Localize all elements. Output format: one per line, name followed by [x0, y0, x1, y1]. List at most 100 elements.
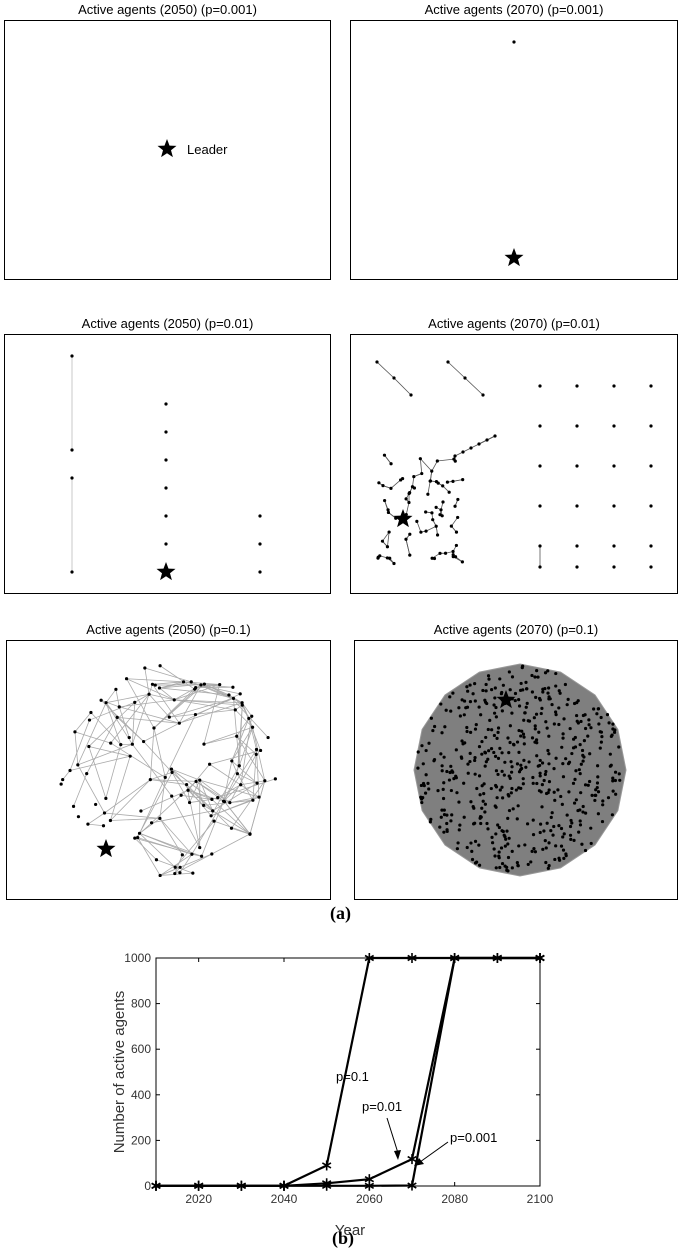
agent-point: [149, 821, 154, 825]
agent-point: [202, 803, 206, 807]
agent-point: [541, 847, 545, 851]
leader-star: [157, 139, 177, 158]
edge: [228, 694, 269, 738]
agent-point: [547, 864, 551, 868]
series-line: [156, 956, 540, 1187]
agent-point: [484, 682, 488, 687]
agent-point: [473, 756, 477, 760]
agent-point: [473, 839, 478, 843]
agent-point: [560, 802, 564, 806]
agent-point: [420, 471, 424, 476]
agent-point: [433, 724, 437, 729]
edge: [77, 764, 105, 814]
y-tick-label: 600: [131, 1042, 151, 1056]
agent-point: [582, 739, 586, 743]
agent-point: [453, 454, 457, 458]
agent-point: [521, 664, 525, 668]
agent-point: [575, 544, 579, 548]
agent-point: [515, 861, 519, 865]
agent-point: [240, 703, 244, 707]
agent-point: [202, 682, 206, 686]
agent-point: [210, 852, 214, 856]
agent-point: [163, 775, 167, 780]
agent-point: [101, 824, 106, 828]
edge: [110, 756, 131, 821]
agent-point: [469, 841, 473, 845]
agent-point: [482, 782, 486, 786]
agent-point: [540, 782, 544, 787]
edge: [195, 781, 225, 802]
agent-point: [199, 683, 203, 687]
agent-point: [442, 812, 447, 817]
agent-point: [434, 480, 439, 484]
annotation-arrowhead: [394, 1150, 401, 1160]
agent-point: [523, 711, 527, 715]
agent-point: [601, 803, 605, 807]
agent-point: [573, 745, 578, 749]
agent-point: [451, 555, 455, 559]
edge: [425, 525, 437, 532]
edge: [159, 687, 175, 701]
agent-point: [581, 713, 585, 718]
agent-point: [477, 863, 482, 867]
agent-point: [600, 819, 605, 824]
agent-point: [517, 770, 522, 774]
agent-point: [420, 744, 424, 748]
agent-point: [519, 734, 523, 738]
agent-point: [439, 508, 443, 512]
edge: [126, 678, 155, 729]
agent-point: [178, 871, 182, 875]
agent-point: [446, 360, 450, 364]
edge: [223, 773, 238, 802]
agent-point: [502, 773, 506, 777]
edge: [217, 784, 241, 798]
agent-point: [581, 810, 585, 814]
agent-point: [385, 545, 390, 549]
agent-point: [571, 781, 576, 785]
edge: [105, 693, 150, 704]
edge: [126, 678, 184, 683]
edge: [134, 822, 152, 839]
agent-point: [447, 778, 452, 782]
agent-point: [493, 686, 497, 690]
agent-point: [609, 734, 613, 739]
agent-point: [578, 771, 582, 776]
agent-point: [449, 788, 453, 793]
agent-point: [450, 813, 454, 817]
edge: [203, 684, 221, 745]
edge: [132, 743, 173, 797]
agent-point: [430, 556, 434, 560]
agent-point: [496, 772, 500, 777]
y-tick-label: 1000: [124, 951, 151, 965]
agent-point: [71, 804, 76, 808]
agent-point: [515, 817, 519, 821]
agent-point: [474, 722, 478, 727]
agent-point: [584, 811, 588, 815]
agent-point: [617, 772, 621, 776]
agent-point: [381, 484, 385, 488]
data-point: [151, 1180, 161, 1191]
agent-point: [228, 801, 232, 805]
agent-point: [559, 826, 564, 831]
agent-point: [190, 852, 194, 856]
agent-point: [469, 446, 473, 450]
agent-point: [473, 699, 477, 703]
agent-point: [462, 815, 466, 819]
edge: [237, 773, 258, 784]
agent-point: [542, 778, 546, 783]
agent-point: [587, 723, 591, 727]
edge: [77, 743, 133, 766]
agent-point: [478, 793, 482, 797]
agent-point: [431, 518, 435, 522]
agent-point: [493, 754, 498, 758]
agent-point: [430, 469, 434, 473]
agent-point: [510, 849, 514, 853]
agent-point: [258, 570, 262, 574]
agent-point: [76, 763, 80, 767]
agent-point: [586, 783, 590, 787]
agent-point: [494, 832, 498, 836]
agent-point: [492, 750, 496, 755]
agent-point: [462, 781, 466, 785]
agent-point: [554, 710, 558, 714]
agent-point: [386, 508, 390, 512]
